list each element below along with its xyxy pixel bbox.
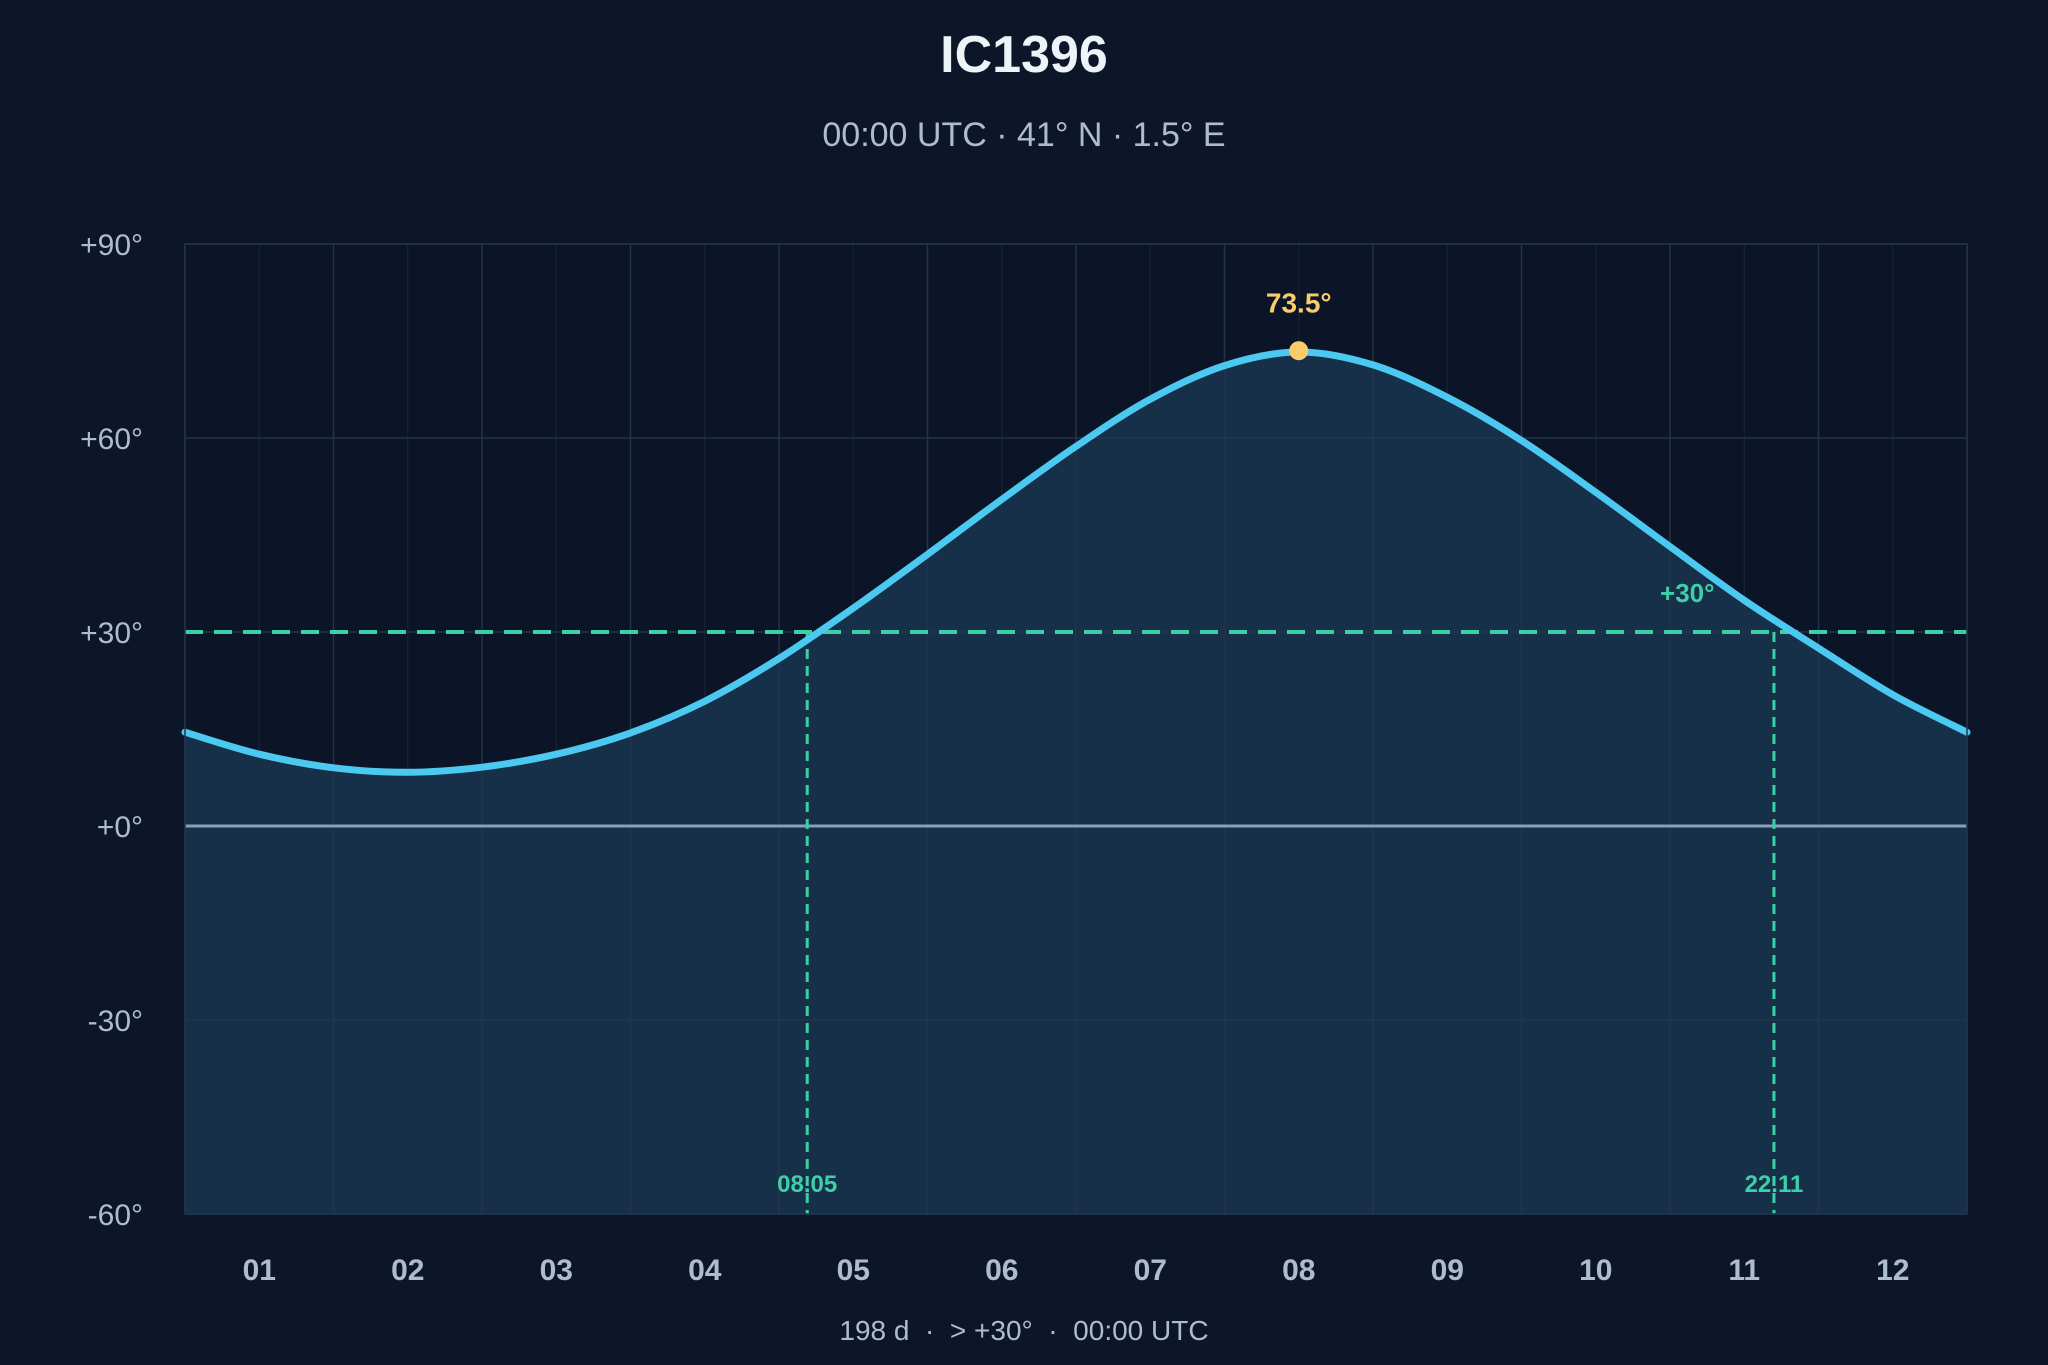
x-tick-label: 10 <box>1579 1254 1612 1287</box>
chart-title: IC1396 <box>940 26 1108 84</box>
y-tick-label: +0° <box>97 811 143 844</box>
x-tick-label: 04 <box>688 1254 722 1287</box>
x-tick-label: 09 <box>1431 1254 1464 1287</box>
crossing-label: 22.11 <box>1745 1171 1804 1198</box>
x-tick-label: 02 <box>391 1254 424 1287</box>
chart-subtitle: 00:00 UTC · 41° N · 1.5° E <box>822 116 1225 154</box>
y-tick-label: +30° <box>80 617 143 650</box>
plot-area: 08.05 22.11 +30° 73.5° <box>181 243 1971 1215</box>
x-tick-label: 11 <box>1728 1254 1760 1287</box>
chart-footer: 198 d · > +30° · 00:00 UTC <box>839 1315 1208 1346</box>
altitude-curve <box>181 348 1971 776</box>
crossing-label: 08.05 <box>777 1171 837 1198</box>
y-tick-label: +60° <box>80 423 143 456</box>
x-tick-label: 08 <box>1282 1254 1315 1287</box>
plot-border <box>184 243 1968 1215</box>
peak-point <box>1289 341 1309 361</box>
x-tick-label: 12 <box>1876 1254 1909 1287</box>
y-tick-label: +90° <box>80 229 143 262</box>
peak-label: 73.5° <box>1266 288 1332 319</box>
x-tick-label: 06 <box>985 1254 1018 1287</box>
x-tick-label: 01 <box>243 1254 276 1287</box>
y-tick-label: -30° <box>88 1005 143 1038</box>
y-tick-label: -60° <box>88 1199 143 1232</box>
x-tick-label: 05 <box>837 1254 870 1287</box>
x-tick-label: 03 <box>540 1254 573 1287</box>
x-tick-label: 07 <box>1134 1254 1167 1287</box>
threshold-label: +30° <box>1660 578 1715 608</box>
